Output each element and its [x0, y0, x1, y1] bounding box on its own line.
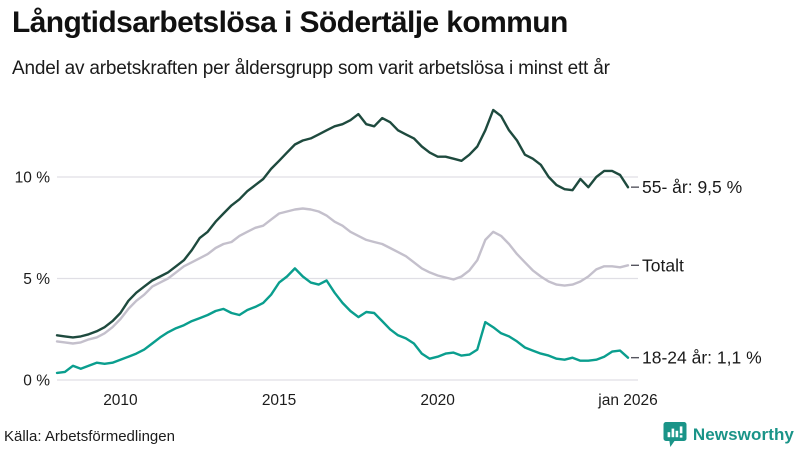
y-axis-tick-label: 5 % [23, 271, 50, 288]
series-line-Totalt [55, 207, 630, 345]
y-axis-tick-label: 0 % [23, 373, 50, 390]
bar-chart-speech-bubble-icon [663, 422, 687, 447]
brand-name: Newsworthy [692, 424, 794, 444]
series-line-55-r [55, 108, 630, 339]
series-line-18-24-r [55, 267, 630, 375]
source-attribution: Källa: Arbetsförmedlingen [4, 428, 175, 445]
newsworthy-logo: Newsworthy [663, 421, 794, 448]
x-axis-tick-label: 2020 [420, 392, 455, 409]
series-end-label: 18-24 år: 1,1 % [642, 348, 762, 368]
series-end-label: 55- år: 9,5 % [642, 177, 742, 197]
x-axis-tick-label: 2015 [262, 392, 296, 409]
page-subtitle: Andel av arbetskraften per åldersgrupp s… [12, 58, 610, 79]
y-axis-tick-label: 10 % [15, 170, 51, 187]
x-axis-tick-label: 2010 [103, 392, 138, 409]
page-title: Långtidsarbetslösa i Södertälje kommun [12, 6, 568, 39]
series-end-label: Totalt [642, 255, 684, 275]
x-axis-tick-label: jan 2026 [597, 392, 657, 409]
